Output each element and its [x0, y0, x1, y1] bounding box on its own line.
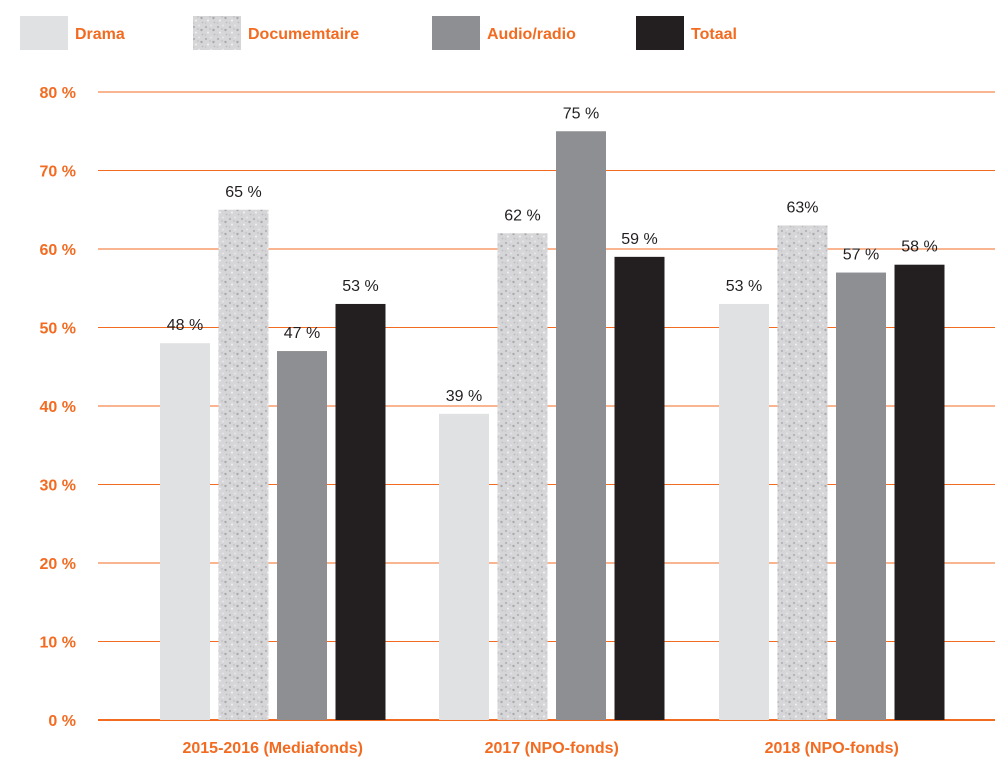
legend-swatch-totaal	[636, 16, 684, 50]
bar-documemtaire	[777, 225, 828, 720]
legend-label-audio-radio: Audio/radio	[487, 26, 576, 43]
legend-label-drama: Drama	[75, 26, 125, 43]
bar-totaal	[335, 303, 386, 720]
data-label: 75 %	[563, 105, 599, 122]
data-label: 58 %	[901, 239, 937, 256]
y-tick-label: 0 %	[48, 713, 76, 730]
legend-label-documemtaire: Documemtaire	[248, 26, 359, 43]
x-axis: 2015-2016 (Mediafonds) 2017 (NPO-fonds) 20…	[182, 740, 898, 757]
x-tick-label: 2017 (NPO-fonds)	[485, 740, 619, 757]
x-tick-label: 2018 (NPO-fonds)	[765, 740, 899, 757]
data-labels: 48 % 65 % 47 % 53 % 39 % 62 % 75 % 59 % 53 % 63% 5…	[167, 105, 938, 405]
bars	[160, 131, 945, 721]
data-label: 47 %	[284, 325, 320, 342]
data-label: 62 %	[504, 207, 540, 224]
y-tick-label: 10 %	[40, 635, 76, 652]
data-label: 65 %	[225, 184, 261, 201]
data-label: 59 %	[621, 231, 657, 248]
y-tick-label: 30 %	[40, 478, 76, 495]
bar-drama	[160, 343, 210, 720]
legend-swatch-documemtaire	[193, 16, 241, 50]
bar-documemtaire	[218, 209, 269, 720]
bar-documemtaire	[497, 233, 548, 721]
bar-totaal	[894, 264, 945, 720]
bar-drama	[719, 303, 769, 720]
data-label: 48 %	[167, 317, 203, 334]
data-label: 39 %	[446, 388, 482, 405]
bar-drama	[439, 413, 489, 720]
x-tick-label: 2015-2016 (Mediafonds)	[182, 740, 363, 757]
y-tick-label: 20 %	[40, 556, 76, 573]
bar-totaal	[614, 256, 665, 720]
bar-audio-radio	[836, 272, 886, 720]
y-tick-label: 70 %	[40, 164, 76, 181]
y-tick-label: 60 %	[40, 242, 76, 259]
data-label: 57 %	[843, 247, 879, 264]
y-tick-label: 80 %	[40, 85, 76, 102]
y-tick-label: 50 %	[40, 321, 76, 338]
bar-audio-radio	[277, 351, 327, 720]
bar-audio-radio	[556, 131, 606, 720]
data-label: 53 %	[726, 278, 762, 295]
y-tick-label: 40 %	[40, 399, 76, 416]
legend-label-totaal: Totaal	[691, 26, 737, 43]
legend-swatch-drama	[20, 16, 68, 50]
legend-swatch-audio-radio	[432, 16, 480, 50]
legend: Drama Documemtaire Audio/radio Totaal	[20, 16, 737, 50]
data-label: 63%	[786, 199, 818, 216]
data-label: 53 %	[342, 278, 378, 295]
